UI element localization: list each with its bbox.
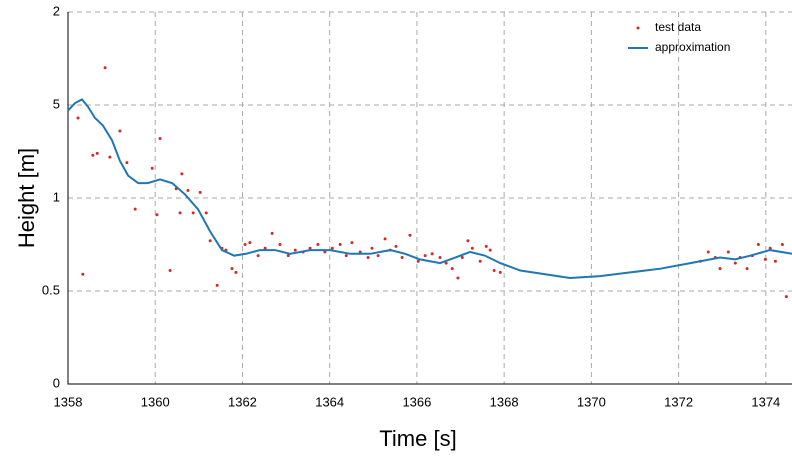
- data-point: [706, 250, 710, 254]
- data-point: [470, 246, 474, 250]
- data-point: [350, 241, 354, 245]
- data-point: [768, 246, 772, 250]
- data-point: [430, 252, 434, 256]
- data-point: [308, 246, 312, 250]
- approximation-line: [67, 98, 792, 279]
- x-tick-label: 1364: [315, 394, 344, 409]
- data-point: [293, 248, 297, 252]
- data-point: [484, 244, 488, 248]
- legend-text: approximation: [655, 40, 730, 54]
- data-point: [234, 270, 238, 274]
- data-point: [763, 257, 767, 261]
- x-tick-label: 1362: [228, 394, 257, 409]
- data-point: [108, 155, 112, 159]
- y-axis-title: Height [m]: [14, 148, 39, 248]
- data-point: [125, 161, 129, 165]
- data-point: [133, 207, 137, 211]
- data-point: [756, 243, 760, 246]
- data-point: [498, 270, 502, 274]
- data-point: [191, 211, 195, 215]
- data-point: [376, 254, 380, 258]
- data-point: [243, 243, 247, 246]
- data-point: [118, 129, 122, 133]
- x-tick-label: 1372: [664, 394, 693, 409]
- data-point: [338, 243, 342, 246]
- data-point: [270, 231, 274, 235]
- data-point: [286, 254, 290, 258]
- data-point: [478, 259, 482, 263]
- data-point: [400, 256, 404, 260]
- data-point: [76, 116, 80, 120]
- data-point: [416, 259, 420, 263]
- y-tick-label: 0.5: [42, 282, 60, 297]
- data-point: [408, 233, 412, 237]
- data-point: [358, 250, 362, 254]
- data-point: [456, 276, 460, 280]
- data-point: [444, 261, 448, 265]
- data-point: [423, 254, 427, 258]
- data-point: [215, 283, 219, 287]
- data-point: [316, 243, 320, 246]
- data-point: [256, 254, 260, 258]
- data-point: [248, 241, 252, 245]
- data-point: [488, 248, 492, 252]
- data-point: [180, 172, 184, 176]
- data-point: [438, 256, 442, 260]
- data-point: [330, 246, 334, 250]
- data-point: [370, 246, 374, 250]
- x-tick-label: 1374: [751, 394, 780, 409]
- data-point: [450, 267, 454, 271]
- x-tick-label: 1366: [402, 394, 431, 409]
- data-point: [323, 250, 327, 254]
- data-point: [186, 189, 190, 193]
- data-point: [158, 136, 162, 140]
- legend-text: test data: [655, 20, 701, 34]
- data-point: [204, 211, 208, 215]
- data-point: [718, 267, 722, 271]
- data-point: [168, 269, 172, 273]
- x-tick-label: 1360: [141, 394, 170, 409]
- data-point: [780, 243, 784, 246]
- x-axis-title: Time [s]: [379, 426, 456, 451]
- data-point: [733, 261, 737, 265]
- data-point: [726, 250, 730, 254]
- data-point: [366, 256, 370, 260]
- data-point: [198, 190, 202, 194]
- data-point: [745, 267, 749, 271]
- data-point: [230, 267, 234, 271]
- data-point: [773, 259, 777, 263]
- data-point: [492, 269, 496, 273]
- x-tick-label: 1358: [54, 394, 83, 409]
- data-point: [784, 295, 788, 299]
- data-point: [344, 254, 348, 258]
- data-point: [103, 66, 107, 70]
- data-point: [278, 243, 282, 246]
- data-point: [466, 239, 470, 243]
- data-point: [460, 256, 464, 260]
- data-point: [81, 272, 85, 276]
- data-point: [394, 244, 398, 248]
- y-tick-label: 5: [53, 96, 60, 111]
- data-point: [95, 151, 99, 155]
- x-tick-label: 1370: [577, 394, 606, 409]
- data-point: [383, 237, 387, 241]
- data-point: [150, 166, 154, 170]
- x-tick-label: 1368: [490, 394, 519, 409]
- data-point: [178, 211, 182, 215]
- axes-frame: [67, 12, 792, 385]
- y-tick-label: 2: [53, 3, 60, 18]
- data-point: [91, 153, 95, 157]
- data-point: [263, 246, 267, 250]
- data-point: [208, 239, 212, 243]
- y-tick-label: 1: [53, 189, 60, 204]
- legend-swatch: [636, 26, 640, 30]
- data-point: [155, 213, 159, 217]
- y-tick-label: 0: [53, 375, 60, 390]
